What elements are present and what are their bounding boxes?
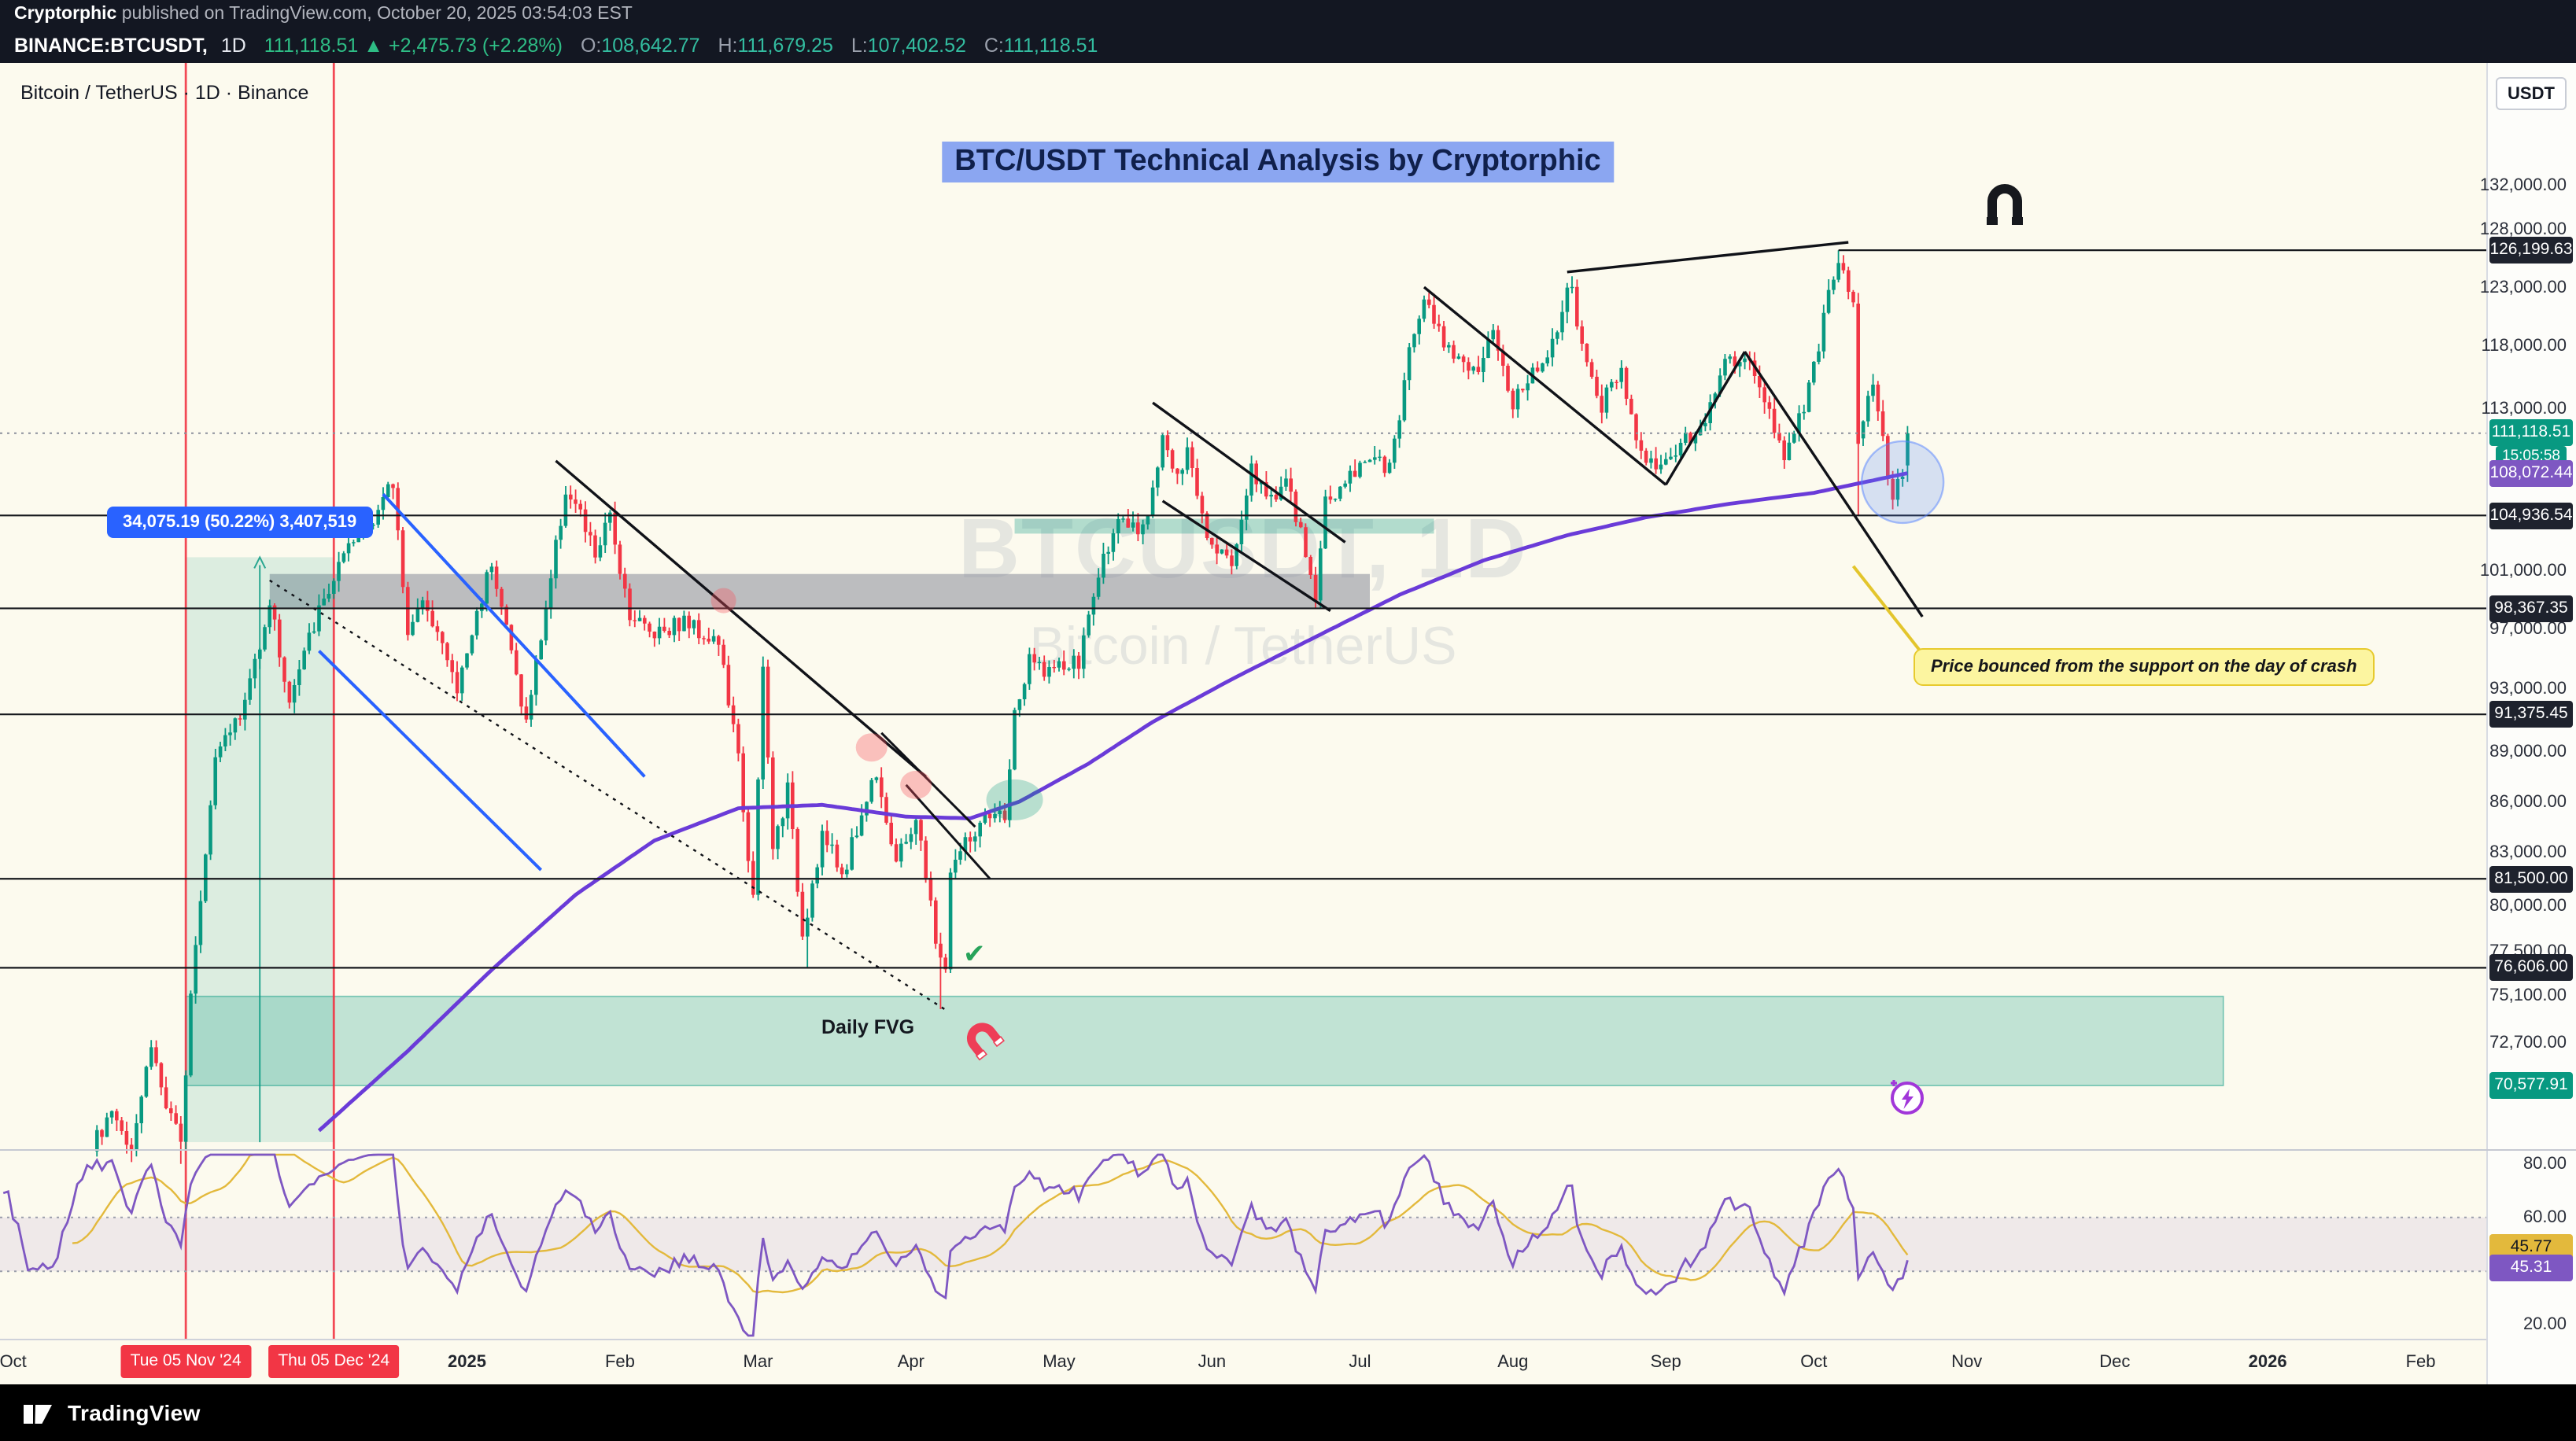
time-axis-label: Aug [1497, 1353, 1529, 1372]
magnet-icon [958, 1014, 1016, 1073]
time-axis-label: Apr [897, 1353, 924, 1372]
time-axis-label: Jul [1349, 1353, 1371, 1372]
rsi-band [0, 1217, 2486, 1272]
open-value: 108,642.77 [601, 35, 700, 57]
trendline[interactable] [1744, 351, 1924, 617]
symbol-name[interactable]: BINANCE:BTCUSDT, [14, 35, 208, 57]
time-axis-label: Feb [604, 1353, 635, 1372]
highlight-ellipse [1860, 440, 1945, 525]
highlight-ellipse [900, 770, 932, 799]
open-label: O: [580, 35, 602, 57]
highlight-ellipse [986, 779, 1043, 820]
range-tool-label[interactable]: 34,075.19 (50.22%) 3,407,519 [107, 507, 373, 538]
range-tool-arrowhead [253, 555, 267, 569]
axis-unit-button[interactable]: USDT [2496, 77, 2567, 110]
range-tool-box [186, 557, 334, 1143]
interval-label[interactable]: 1D [220, 35, 246, 57]
footer-bar: TradingView [0, 1384, 2576, 1441]
event-date-flag: Tue 05 Nov '24 [120, 1345, 251, 1378]
symbol-bar: BINANCE:BTCUSDT, 1D 111,118.51 ▲ +2,475.… [0, 30, 2576, 63]
up-arrow-icon: ▲ [364, 35, 384, 57]
trendline[interactable] [1161, 499, 1331, 612]
time-axis-label: 2025 [448, 1353, 487, 1372]
trendline[interactable] [880, 732, 976, 828]
low-value: 107,402.52 [867, 35, 966, 57]
time-axis-label: Jun [1198, 1353, 1227, 1372]
trendline[interactable] [1664, 351, 1747, 486]
close-value: 111,118.51 [1003, 35, 1098, 57]
price-change: +2,475.73 (+2.28%) [389, 35, 563, 57]
time-axis-label: Mar [743, 1353, 773, 1372]
trendline[interactable] [1152, 401, 1346, 544]
callout-connector [1851, 565, 1925, 656]
price-axis[interactable]: USDT [2486, 63, 2576, 1384]
zone-green-band [1014, 518, 1434, 534]
chart-legend[interactable]: Bitcoin / TetherUS · 1D · Binance [20, 82, 309, 104]
candle-bodies-up [95, 263, 1910, 1152]
trendline[interactable] [1567, 241, 1849, 274]
trendline[interactable] [269, 579, 947, 1011]
time-axis-label: Oct [0, 1353, 27, 1372]
time-axis-label: Oct [1800, 1353, 1828, 1372]
brand-name[interactable]: TradingView [68, 1400, 201, 1425]
callout-note[interactable]: Price bounced from the support on the da… [1914, 648, 2375, 686]
trendline[interactable] [318, 650, 543, 872]
candle-bodies-down [100, 263, 1895, 1151]
author-name[interactable]: Cryptorphic [14, 5, 117, 24]
fvg-label: Daily FVG [821, 1016, 915, 1038]
ma-line[interactable] [317, 471, 1908, 1133]
zone-supply-band [269, 573, 1371, 608]
time-axis-label: Feb [2405, 1353, 2436, 1372]
candle-wicks-up [96, 250, 1909, 1157]
time-axis-label: May [1043, 1353, 1076, 1372]
trendline[interactable] [382, 492, 646, 778]
high-label: H: [718, 35, 738, 57]
trendline[interactable] [1423, 286, 1667, 486]
publish-info: published on TradingView.com, October 20… [116, 5, 633, 24]
trendline[interactable] [905, 783, 991, 880]
watermark: BTCUSDT, 1D Bitcoin / TetherUS [958, 500, 1528, 678]
time-axis-label: Sep [1650, 1353, 1681, 1372]
close-label: C: [984, 35, 1004, 57]
rsi-ma-line [72, 1153, 1909, 1294]
highlight-ellipse [855, 733, 888, 762]
low-label: L: [851, 35, 868, 57]
time-axis-label: Dec [2099, 1353, 2131, 1372]
watermark-name: Bitcoin / TetherUS [1029, 617, 1457, 676]
time-axis-label: 2026 [2248, 1353, 2287, 1372]
trendline[interactable] [555, 459, 927, 778]
event-date-flag: Thu 05 Dec '24 [268, 1345, 400, 1378]
lightning-icon [1887, 1076, 1928, 1125]
high-value: 111,679.25 [737, 35, 833, 57]
time-axis-label: Nov [1951, 1353, 1983, 1372]
horseshoe-magnet-icon [1984, 179, 2025, 234]
checkmark-icon: ✔ [963, 939, 986, 969]
rsi-line [2, 1153, 1909, 1337]
watermark-symbol: BTCUSDT, 1D [958, 502, 1529, 596]
tradingview-logo[interactable] [22, 1396, 55, 1429]
publish-bar: Cryptorphic published on TradingView.com… [0, 0, 2576, 30]
time-axis[interactable]: Oct 2025 Feb Mar Apr May Jun Jul Aug Sep Oct Nov Dec… [0, 1339, 2486, 1384]
highlight-ellipse [710, 588, 736, 614]
last-price: 111,118.51 [264, 35, 359, 57]
chart-title: BTC/USDT Technical Analysis by Cryptorph… [942, 142, 1614, 182]
zone-daily-fvg [185, 995, 2224, 1086]
